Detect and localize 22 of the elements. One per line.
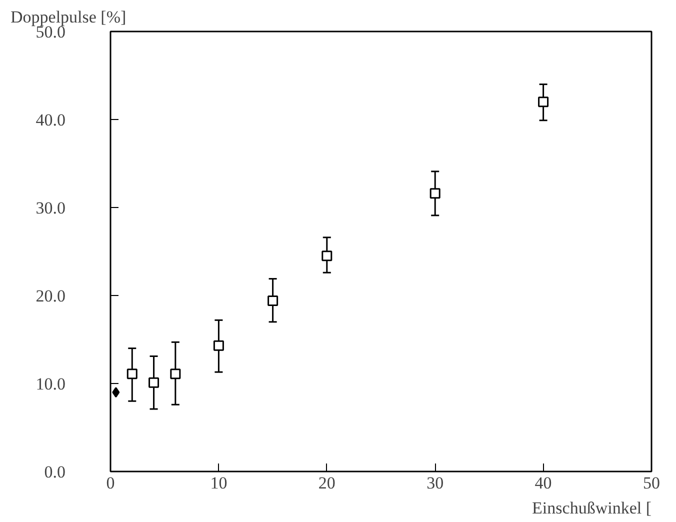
x-tick-label: 20 bbox=[318, 474, 336, 492]
y-axis-title: Doppelpulse [%] bbox=[10, 8, 126, 26]
y-tick-label: 40.0 bbox=[36, 110, 66, 130]
x-tick-label: 0 bbox=[106, 474, 115, 492]
point bbox=[148, 377, 160, 388]
point bbox=[538, 96, 549, 108]
point bbox=[112, 387, 120, 398]
point bbox=[170, 368, 181, 380]
point bbox=[322, 250, 332, 262]
point bbox=[126, 368, 138, 380]
y-tick-label: 10.0 bbox=[36, 374, 66, 394]
y-tick-label: 0.0 bbox=[44, 462, 66, 482]
x-axis-title: Einschußwinkel [ bbox=[532, 498, 652, 518]
x-tick-label: 10 bbox=[210, 474, 228, 492]
y-tick-label: 30.0 bbox=[36, 198, 66, 218]
y-tick-label: 20.0 bbox=[36, 286, 66, 306]
x-tick-label: 50 bbox=[643, 474, 660, 492]
x-tick-label: 30 bbox=[426, 474, 444, 492]
point bbox=[213, 340, 224, 351]
point bbox=[430, 188, 440, 199]
point bbox=[268, 296, 278, 306]
x-tick-label: 40 bbox=[534, 474, 552, 492]
